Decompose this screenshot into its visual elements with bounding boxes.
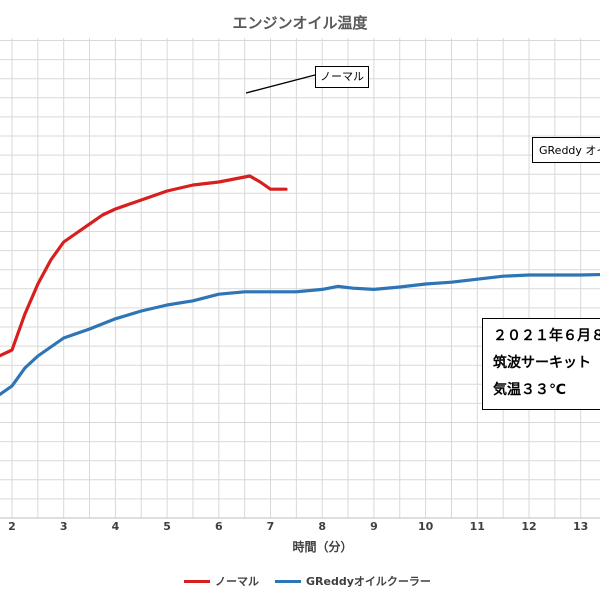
x-tick-label-4: 4 [112,520,120,533]
x-tick-label-12: 12 [521,520,536,533]
session-date: ２０２１年６月８日 [493,328,600,344]
session-temperature: 気温３３℃ [493,382,566,398]
x-tick-label-11: 11 [470,520,485,533]
x-tick-label-13: 13 [573,520,588,533]
session-info-box: ２０２１年６月８日 筑波サーキット 気温３３℃ [482,318,600,410]
series-line-normal [0,174,288,358]
x-tick-labels: 2 3 4 5 6 7 8 9 10 11 12 13 [8,520,588,533]
x-tick-label-2: 2 [8,520,16,533]
x-tick-label-8: 8 [318,520,326,533]
legend-swatch-normal [184,579,210,583]
x-tick-label-9: 9 [370,520,378,533]
grid [0,38,600,519]
legend: ノーマル GReddyオイルクーラー [0,573,600,589]
legend-item-normal: ノーマル [184,573,259,589]
x-tick-label-5: 5 [163,520,171,533]
greddy-callout-text: GReddy オイルクーラー [539,144,600,157]
x-tick-label-3: 3 [60,520,68,533]
session-venue: 筑波サーキット [493,355,591,371]
x-tick-label-6: 6 [215,520,223,533]
x-tick-label-7: 7 [267,520,275,533]
legend-label-normal: ノーマル [215,575,259,588]
greddy-callout: GReddy オイルクーラー [532,137,600,163]
x-axis-label: 時間（分） [292,540,353,554]
chart-title: エンジンオイル温度 [232,14,368,32]
series-lines [0,174,600,397]
legend-label-greddy: GReddyオイルクーラー [306,575,431,588]
normal-callout-leader [245,74,316,94]
normal-callout-text: ノーマル [320,70,364,83]
x-tick-label-10: 10 [418,520,434,533]
normal-callout: ノーマル [315,66,369,88]
series-line-greddy [0,272,600,397]
legend-item-greddy: GReddyオイルクーラー [275,573,431,589]
legend-swatch-greddy [275,579,301,583]
